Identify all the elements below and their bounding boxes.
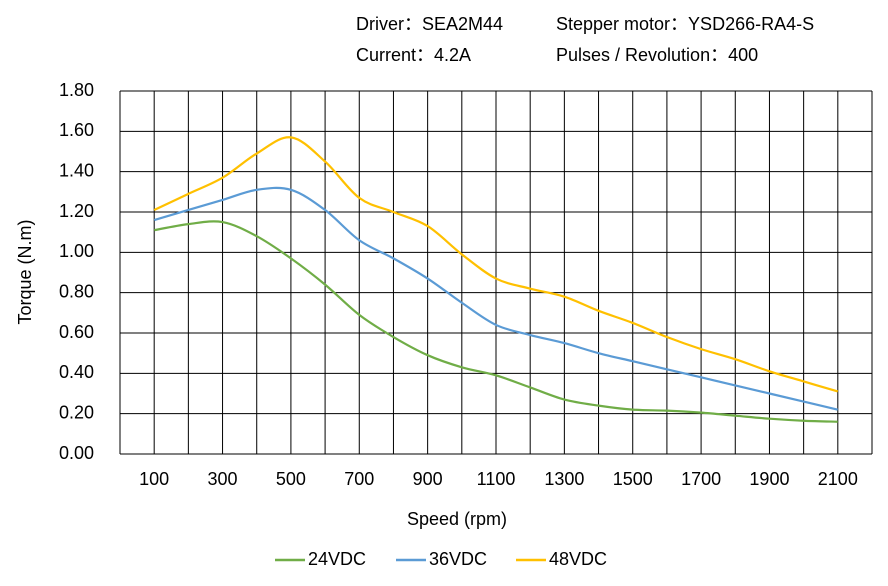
x-tick-label: 2100 xyxy=(818,469,858,489)
y-tick-label: 1.80 xyxy=(59,80,94,100)
y-tick-label: 0.20 xyxy=(59,402,94,422)
annotation: Current：4.2A xyxy=(356,45,471,65)
series-line xyxy=(153,220,838,423)
annotation: Pulses / Revolution：400 xyxy=(556,45,758,65)
series-line xyxy=(153,136,839,393)
y-tick-label: 1.00 xyxy=(59,241,94,261)
x-tick-label: 100 xyxy=(139,469,169,489)
legend-label: 36VDC xyxy=(429,549,487,569)
x-tick-label: 500 xyxy=(276,469,306,489)
legend-label: 24VDC xyxy=(308,549,366,569)
y-tick-label: 1.40 xyxy=(59,160,94,180)
series-line xyxy=(153,186,839,411)
x-tick-label: 1700 xyxy=(681,469,721,489)
x-tick-label: 1900 xyxy=(749,469,789,489)
x-tick-label: 1300 xyxy=(544,469,584,489)
y-tick-label: 0.60 xyxy=(59,322,94,342)
x-axis-title: Speed (rpm) xyxy=(407,509,507,529)
y-tick-label: 0.40 xyxy=(59,362,94,382)
legend-label: 48VDC xyxy=(549,549,607,569)
y-tick-label: 1.60 xyxy=(59,120,94,140)
x-tick-label: 1100 xyxy=(477,469,516,489)
x-tick-label: 300 xyxy=(208,469,238,489)
y-tick-label: 0.80 xyxy=(59,281,94,301)
x-tick-label: 1500 xyxy=(613,469,653,489)
y-axis-title: Torque (N.m) xyxy=(15,219,35,324)
annotation: Driver：SEA2M44 xyxy=(356,14,503,34)
y-tick-label: 0.00 xyxy=(59,443,94,463)
annotation: Stepper motor：YSD266-RA4-S xyxy=(556,14,814,34)
x-tick-label: 900 xyxy=(413,469,443,489)
y-tick-label: 1.20 xyxy=(59,201,94,221)
x-tick-label: 700 xyxy=(344,469,374,489)
